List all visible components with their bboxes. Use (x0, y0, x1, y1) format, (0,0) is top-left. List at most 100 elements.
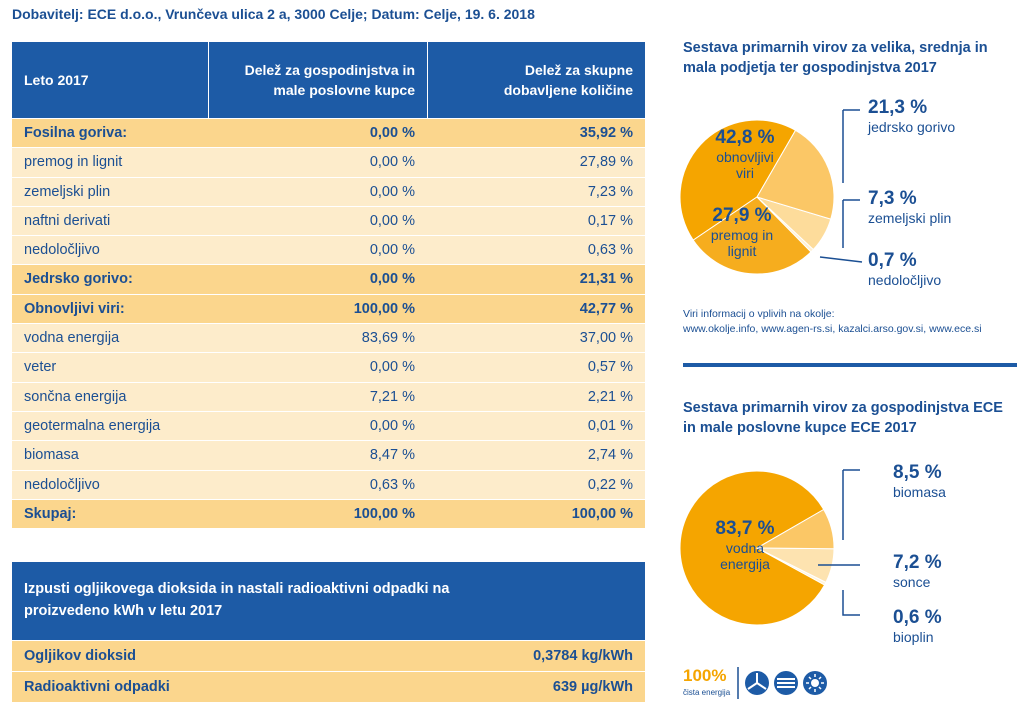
table-row: veter 0,00 % 0,57 % (12, 352, 645, 382)
slice-label: 0,7 % nedoločljivo (868, 250, 978, 288)
table-row: zemeljski plin 0,00 % 7,23 % (12, 176, 645, 206)
water-icon-waves (777, 678, 795, 688)
pie-slice (755, 508, 835, 550)
table-cell: vodna energija (24, 330, 120, 347)
table-cell: 100,00 % (353, 300, 415, 317)
table-cell: sončna energija (24, 388, 127, 405)
table-cell: premog in lignit (24, 154, 123, 171)
table-cell: 7,21 % (369, 388, 415, 405)
table-cell: 0,57 % (587, 359, 633, 376)
table-cell: Ogljikov dioksid (24, 648, 136, 664)
slice-name: sonce (893, 574, 931, 590)
slice-label: 7,3 % zemeljski plin (868, 188, 978, 226)
emissions-body: Ogljikov dioksid 0,3784 kg/kWh Radioaktivn… (12, 640, 645, 702)
slice-label: 8,5 % biomasa (893, 462, 1003, 500)
table-row: premog in lignit 0,00 % 27,89 % (12, 147, 645, 177)
wind-icon-blades (747, 673, 767, 690)
table-cell: 0,3784 kg/kWh (533, 648, 633, 664)
table-cell: 0,00 % (369, 212, 415, 229)
callout (842, 199, 860, 248)
sun-icon-rays (806, 674, 824, 692)
table-cell: 0,17 % (587, 212, 633, 229)
table-cell: Jedrsko gorivo: (24, 271, 133, 288)
slice-value: 83,7 % (715, 518, 775, 539)
slice-value: 0,7 % (868, 250, 917, 271)
table-cell: Fosilna goriva: (24, 125, 128, 141)
slice-value: 7,3 % (868, 188, 917, 209)
table-cell: 27,89 % (579, 154, 633, 171)
sun-icon-core (811, 679, 819, 687)
column-header: Leto 2017 (24, 72, 89, 88)
emissions-row: Radioaktivni odpadki 639 µg/kWh (12, 671, 645, 702)
slice-name: obnovljivi viri (716, 149, 774, 181)
sources-links: www.okolje.info, www.agen-rs.si, kazalci… (683, 323, 982, 335)
table-cell: 0,63 % (369, 476, 415, 493)
callout (819, 256, 863, 263)
icons (745, 671, 827, 695)
table-row: Jedrsko gorivo: 0,00 % 21,31 % (12, 264, 645, 294)
table-cell: 0,00 % (369, 271, 415, 288)
slice-name: jedrsko gorivo (868, 119, 956, 135)
table-row: biomasa 8,47 % 2,74 % (12, 440, 645, 470)
slice-label: 21,3 % jedrsko gorivo (868, 97, 978, 135)
table-cell: 0,00 % (369, 417, 415, 434)
table-cell: 0,00 % (369, 242, 415, 259)
table-row: geotermalna energija 0,00 % 0,01 % (12, 410, 645, 441)
table-cell: veter (24, 359, 57, 376)
table-cell: 0,63 % (587, 242, 633, 259)
pie-slice (679, 470, 826, 626)
table-cell: 21,31 % (579, 271, 633, 288)
table-cell: 2,74 % (587, 447, 633, 464)
slice-label: 83,7 % vodna energija (695, 518, 795, 572)
table-row: Obnovljivi viri: 100,00 % 42,77 % (12, 293, 645, 324)
slice-value: 7,2 % (893, 552, 942, 573)
slice-label: 42,8 % obnovljivi viri (695, 127, 795, 181)
table-cell: 0,00 % (369, 183, 415, 200)
slice-name: premog in lignit (710, 227, 774, 259)
sources-label: Viri informacij o vplivih na okolje: (683, 308, 835, 320)
slice-name: bioplin (893, 629, 934, 645)
pie-title: Sestava primarnih virov za gospodinjstva… (683, 400, 1003, 436)
callout (842, 109, 860, 183)
slice-value: 21,3 % (868, 97, 928, 118)
table-cell: nedoločljivo (24, 476, 100, 493)
table-row: nedoločljivo 0,00 % 0,63 % (12, 235, 645, 265)
table-cell: 100,00 % (353, 505, 415, 522)
table-cell: nedoločljivo (24, 242, 100, 259)
table-cell: naftni derivati (24, 212, 111, 229)
table: Leto 2017 Delež za gospodinjstva in male… (12, 42, 645, 529)
pie-slice (756, 129, 835, 220)
table-row: sončna energija 7,21 % 2,21 % (12, 381, 645, 411)
table-cell: 2,21 % (587, 388, 633, 405)
callout (842, 469, 860, 540)
table-row: Skupaj: 100,00 % 100,00 % (12, 498, 645, 529)
table-cell: biomasa (24, 447, 79, 464)
slice-value: 8,5 % (893, 462, 942, 483)
logo-text: 100% (683, 666, 727, 685)
table-cell: 35,92 % (579, 125, 633, 141)
table-body: Fosilna goriva: 0,00 % 35,92 % premog in li… (12, 118, 645, 529)
table-cell: Radioaktivni odpadki (24, 679, 170, 695)
table-cell: Obnovljivi viri: (24, 300, 125, 317)
emissions-row: Ogljikov dioksid 0,3784 kg/kWh (12, 640, 645, 671)
table-cell: 0,22 % (587, 476, 633, 493)
table-cell: 42,77 % (579, 300, 633, 317)
slice-label: 0,6 % bioplin (893, 607, 1003, 645)
table-cell: 639 µg/kWh (552, 679, 633, 695)
slice-name: nedoločljivo (868, 272, 942, 288)
header: Dobavitelj: ECE d.o.o., Vrunčeva ulica 2… (12, 6, 535, 22)
callouts (818, 109, 863, 616)
emissions-header: Izpusti ogljikovega dioksida in nastali … (12, 562, 645, 640)
table-row: nedoločljivo 0,63 % 0,22 % (12, 469, 645, 499)
slice-value: 27,9 % (712, 205, 772, 226)
slice-value: 42,8 % (715, 127, 775, 148)
callout (842, 590, 860, 616)
slice-name: zemeljski plin (868, 210, 952, 226)
pie-slice (679, 119, 797, 241)
table-cell: Skupaj: (24, 505, 77, 522)
table-cell: 0,00 % (369, 154, 415, 171)
slice-value: 0,6 % (893, 607, 942, 628)
emissions-table: Izpusti ogljikovega dioksida in nastali … (12, 562, 645, 702)
table-row: vodna energija 83,69 % 37,00 % (12, 323, 645, 353)
